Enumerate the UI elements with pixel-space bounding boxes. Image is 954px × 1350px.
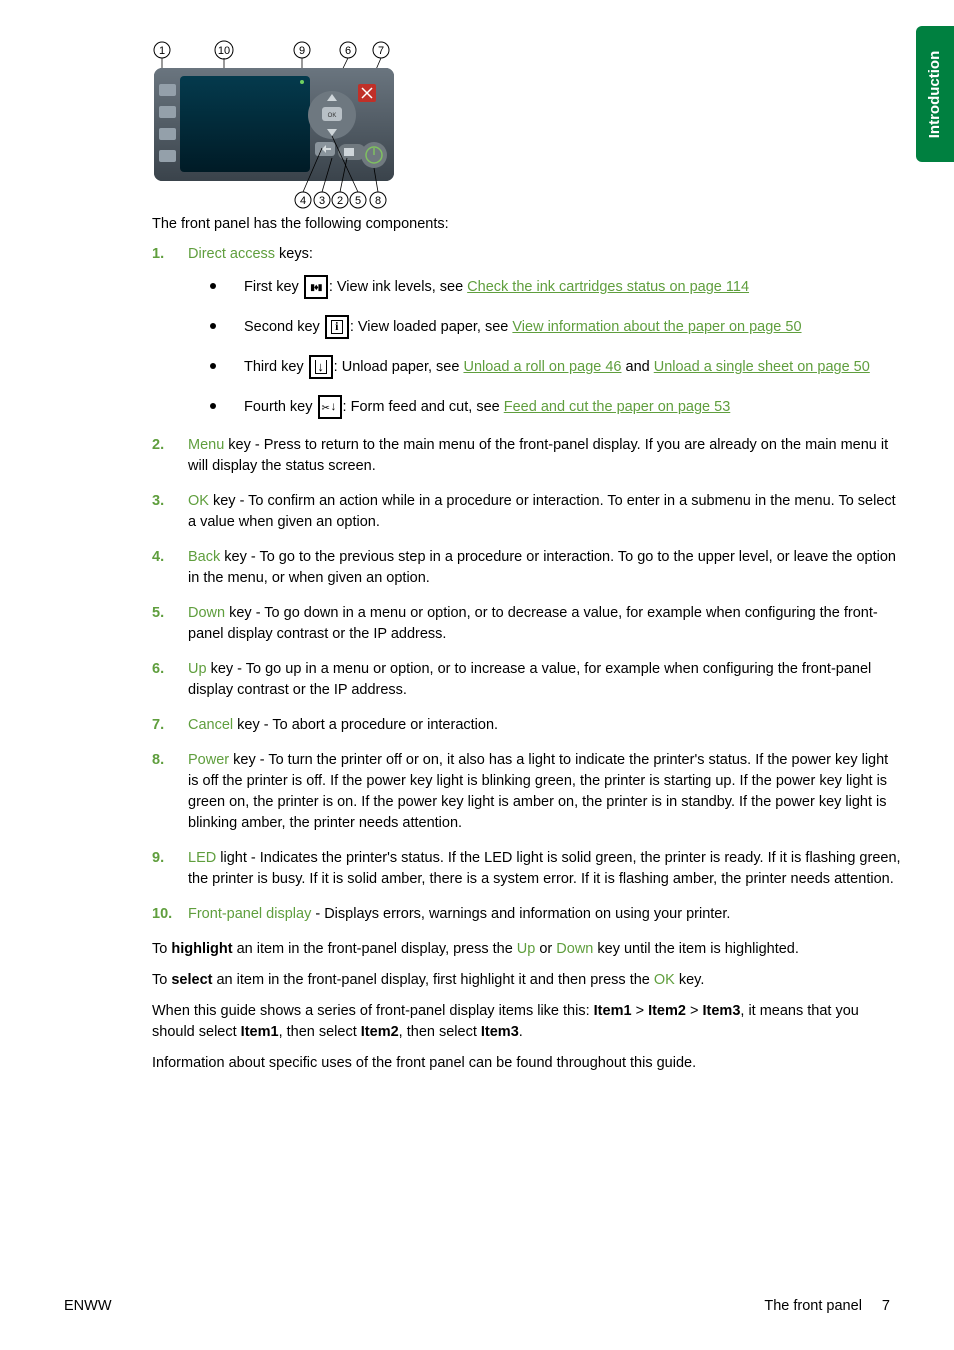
svg-text:4: 4	[300, 195, 306, 207]
svg-text:1: 1	[159, 45, 165, 57]
key-third: Third key : Unload paper, see Unload a r…	[188, 355, 902, 379]
item-menu: Menu key - Press to return to the main m…	[152, 435, 902, 477]
key-fourth: Fourth key : Form feed and cut, see Feed…	[188, 395, 902, 419]
item-back: Back key - To go to the previous step in…	[152, 547, 902, 589]
chapter-tab: Introduction	[916, 26, 954, 162]
svg-text:2: 2	[337, 195, 343, 207]
front-panel-figure: 1 10 9 6 7	[152, 40, 396, 210]
link-unload-sheet[interactable]: Unload a single sheet on page 50	[654, 359, 870, 375]
page-number: 7	[882, 1298, 890, 1314]
item-direct-access: Direct access keys: First key : View ink…	[152, 244, 902, 419]
item-ok: OK key - To confirm an action while in a…	[152, 491, 902, 533]
svg-text:6: 6	[345, 45, 351, 57]
page-body: 1 10 9 6 7	[152, 40, 902, 1084]
svg-text:OK: OK	[328, 113, 337, 119]
svg-text:7: 7	[378, 45, 384, 57]
item-led: LED light - Indicates the printer's stat…	[152, 848, 902, 890]
footer-right: The front panel7	[764, 1298, 890, 1314]
item-cancel: Cancel key - To abort a procedure or int…	[152, 715, 902, 736]
key-first: First key : View ink levels, see Check t…	[188, 275, 902, 299]
direct-access-keys: First key : View ink levels, see Check t…	[188, 275, 902, 419]
chapter-tab-label: Introduction	[927, 50, 944, 137]
link-ink-status[interactable]: Check the ink cartridges status on page …	[467, 279, 749, 295]
page-footer: ENWW The front panel7	[64, 1298, 890, 1314]
item-power: Power key - To turn the printer off or o…	[152, 750, 902, 834]
link-paper-info[interactable]: View information about the paper on page…	[512, 319, 801, 335]
svg-text:3: 3	[319, 195, 325, 207]
footer-left: ENWW	[64, 1298, 112, 1314]
svg-text:8: 8	[375, 195, 381, 207]
feed-cut-icon	[318, 395, 342, 419]
item-display: Front-panel display - Displays errors, w…	[152, 904, 902, 925]
svg-text:9: 9	[299, 45, 305, 57]
para-info: Information about specific uses of the f…	[152, 1053, 902, 1074]
item-down: Down key - To go down in a menu or optio…	[152, 603, 902, 645]
link-unload-roll[interactable]: Unload a roll on page 46	[463, 359, 621, 375]
intro-text: The front panel has the following compon…	[152, 216, 902, 232]
para-breadcrumb: When this guide shows a series of front-…	[152, 1001, 902, 1043]
svg-text:10: 10	[218, 45, 230, 57]
item-up: Up key - To go up in a menu or option, o…	[152, 659, 902, 701]
link-feed-cut[interactable]: Feed and cut the paper on page 53	[504, 399, 731, 415]
component-list: Direct access keys: First key : View ink…	[152, 244, 902, 925]
key-second: Second key : View loaded paper, see View…	[188, 315, 902, 339]
para-highlight: To highlight an item in the front-panel …	[152, 939, 902, 960]
unload-icon	[309, 355, 333, 379]
para-select: To select an item in the front-panel dis…	[152, 970, 902, 991]
ink-levels-icon	[304, 275, 328, 299]
term-direct-access: Direct access	[188, 246, 275, 262]
svg-text:5: 5	[355, 195, 361, 207]
paper-info-icon	[325, 315, 349, 339]
